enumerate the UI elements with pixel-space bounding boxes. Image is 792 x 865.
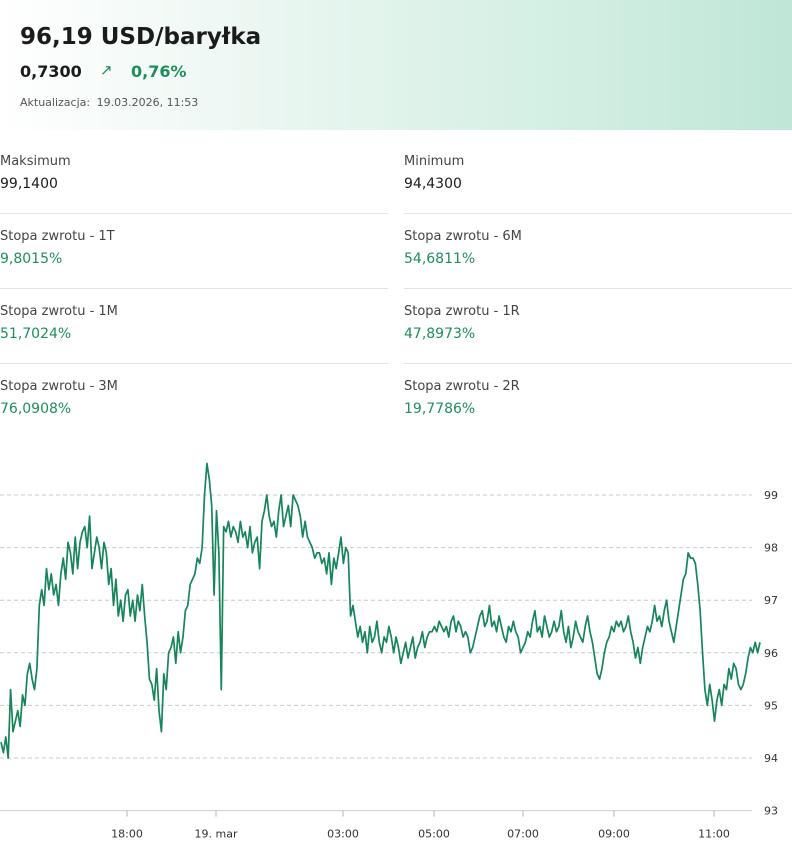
x-tick-label: 07:00 — [507, 828, 539, 841]
stat-return-2r: Stopa zwrotu - 2R 19,7786% — [404, 363, 792, 438]
stat-value: 99,1400 — [0, 176, 58, 192]
stat-value: 76,0908% — [0, 401, 72, 417]
stat-return-6m: Stopa zwrotu - 6M 54,6811% — [404, 213, 792, 289]
stat-return-1m: Stopa zwrotu - 1M 51,7024% — [0, 288, 388, 364]
price-chart[interactable]: 93 94 95 96 97 98 99 18:00 19. mar 03:00 05:00 07:0… — [0, 452, 792, 865]
stat-value: 9,8015% — [0, 251, 63, 267]
stat-label: Stopa zwrotu - 3M — [0, 379, 118, 394]
stat-label: Stopa zwrotu - 1T — [0, 229, 115, 244]
y-tick-label: 93 — [764, 805, 778, 818]
x-tick-label: 09:00 — [598, 828, 630, 841]
stat-value: 94,4300 — [404, 176, 462, 192]
y-tick-label: 95 — [764, 699, 778, 712]
x-tick-label: 05:00 — [418, 828, 450, 841]
x-tick-label: 11:00 — [698, 828, 730, 841]
stat-label: Stopa zwrotu - 1M — [0, 304, 118, 319]
stat-label: Minimum — [404, 154, 465, 169]
stat-return-1t: Stopa zwrotu - 1T 9,8015% — [0, 213, 388, 289]
stat-label: Maksimum — [0, 154, 71, 169]
stat-return-1r: Stopa zwrotu - 1R 47,8973% — [404, 288, 792, 364]
x-tick-label: 03:00 — [327, 828, 359, 841]
stat-value: 51,7024% — [0, 326, 72, 342]
quote-header: 96,19 USD/baryłka 0,7300 ↗ 0,76% Aktuali… — [0, 0, 792, 130]
last-update-label: Aktualizacja: — [20, 96, 91, 109]
stat-label: Stopa zwrotu - 6M — [404, 229, 522, 244]
stat-value: 54,6811% — [404, 251, 476, 267]
x-tick-label: 19. mar — [195, 828, 238, 841]
change-absolute: 0,7300 — [20, 62, 82, 81]
y-tick-label: 99 — [764, 489, 778, 502]
x-tick-label: 18:00 — [111, 828, 143, 841]
stat-return-3m: Stopa zwrotu - 3M 76,0908% — [0, 363, 388, 438]
price-chart-svg[interactable]: 93 94 95 96 97 98 99 18:00 19. mar 03:00 05:00 07:0… — [0, 452, 792, 865]
price-title: 96,19 USD/baryłka — [20, 24, 262, 50]
y-tick-label: 97 — [764, 594, 778, 607]
stat-maximum: Maksimum 99,1400 — [0, 138, 388, 214]
trend-up-arrow-icon: ↗ — [100, 61, 113, 79]
last-update-value: 19.03.2026, 11:53 — [96, 96, 199, 109]
stat-value: 47,8973% — [404, 326, 476, 342]
stat-label: Stopa zwrotu - 2R — [404, 379, 520, 394]
stat-value: 19,7786% — [404, 401, 476, 417]
y-tick-label: 96 — [764, 647, 778, 660]
y-tick-label: 94 — [764, 752, 778, 765]
last-update: Aktualizacja: 19.03.2026, 11:53 — [20, 96, 198, 109]
y-tick-label: 98 — [764, 542, 778, 555]
stat-minimum: Minimum 94,4300 — [404, 138, 792, 214]
price-series-line — [0, 462, 761, 759]
stat-label: Stopa zwrotu - 1R — [404, 304, 520, 319]
change-percent: 0,76% — [131, 62, 187, 81]
